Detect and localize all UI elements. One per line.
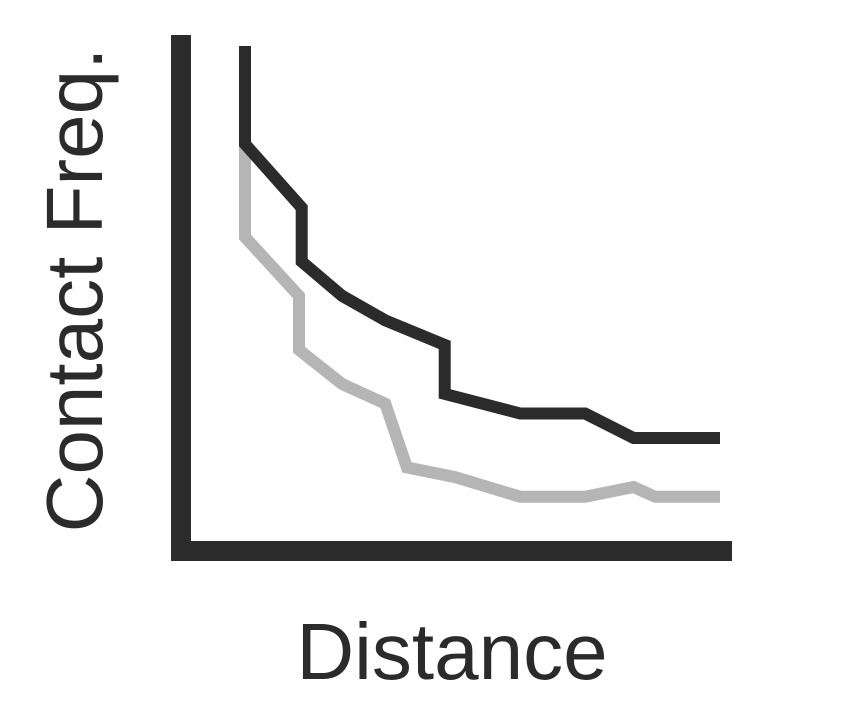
x-axis-label: Distance bbox=[296, 607, 607, 696]
series-layer bbox=[239, 46, 720, 503]
y-axis-label: Contact Freq. bbox=[30, 48, 119, 533]
series-line-2 bbox=[239, 144, 720, 503]
series-line-1 bbox=[239, 46, 720, 444]
